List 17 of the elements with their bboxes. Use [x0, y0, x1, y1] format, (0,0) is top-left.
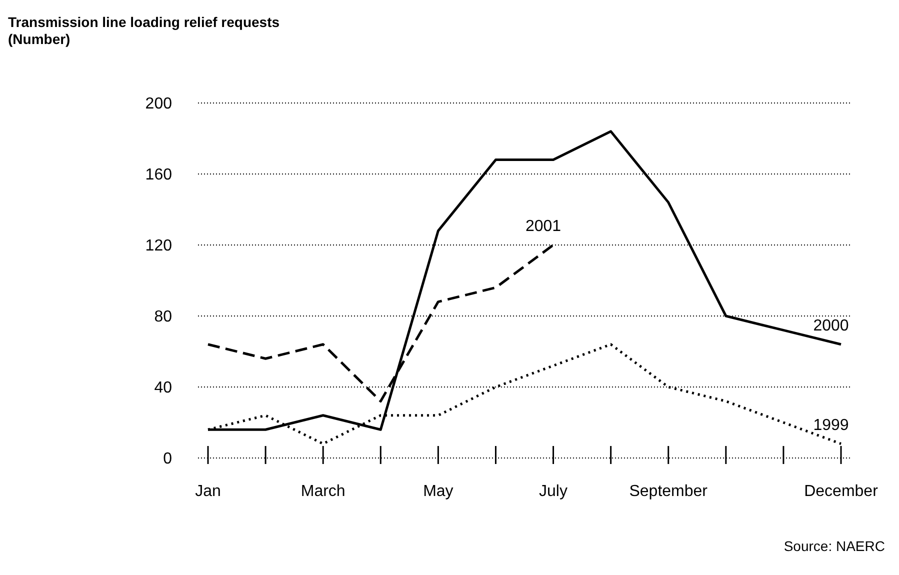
x-tick-label: May: [423, 483, 454, 500]
y-tick-label: 160: [145, 166, 172, 184]
y-tick-label: 40: [154, 380, 172, 397]
y-tick-label: 0: [163, 450, 172, 468]
y-tick-label: 120: [145, 238, 172, 255]
series-label: 1999: [813, 416, 849, 434]
x-tick-label: December: [804, 483, 879, 500]
x-tick-label: September: [629, 483, 708, 500]
y-tick-label: 200: [145, 96, 172, 113]
source-note: Source: NAERC: [784, 538, 885, 554]
x-tick-label: Jan: [195, 483, 221, 500]
x-tick-label: March: [300, 483, 346, 500]
series-label: 2001: [525, 218, 562, 235]
series-label: 2000: [813, 317, 849, 334]
x-tick-label: July: [539, 483, 568, 500]
y-tick-label: 80: [154, 308, 172, 326]
chart-title: Transmission line loading relief requests (Number): [8, 14, 280, 48]
